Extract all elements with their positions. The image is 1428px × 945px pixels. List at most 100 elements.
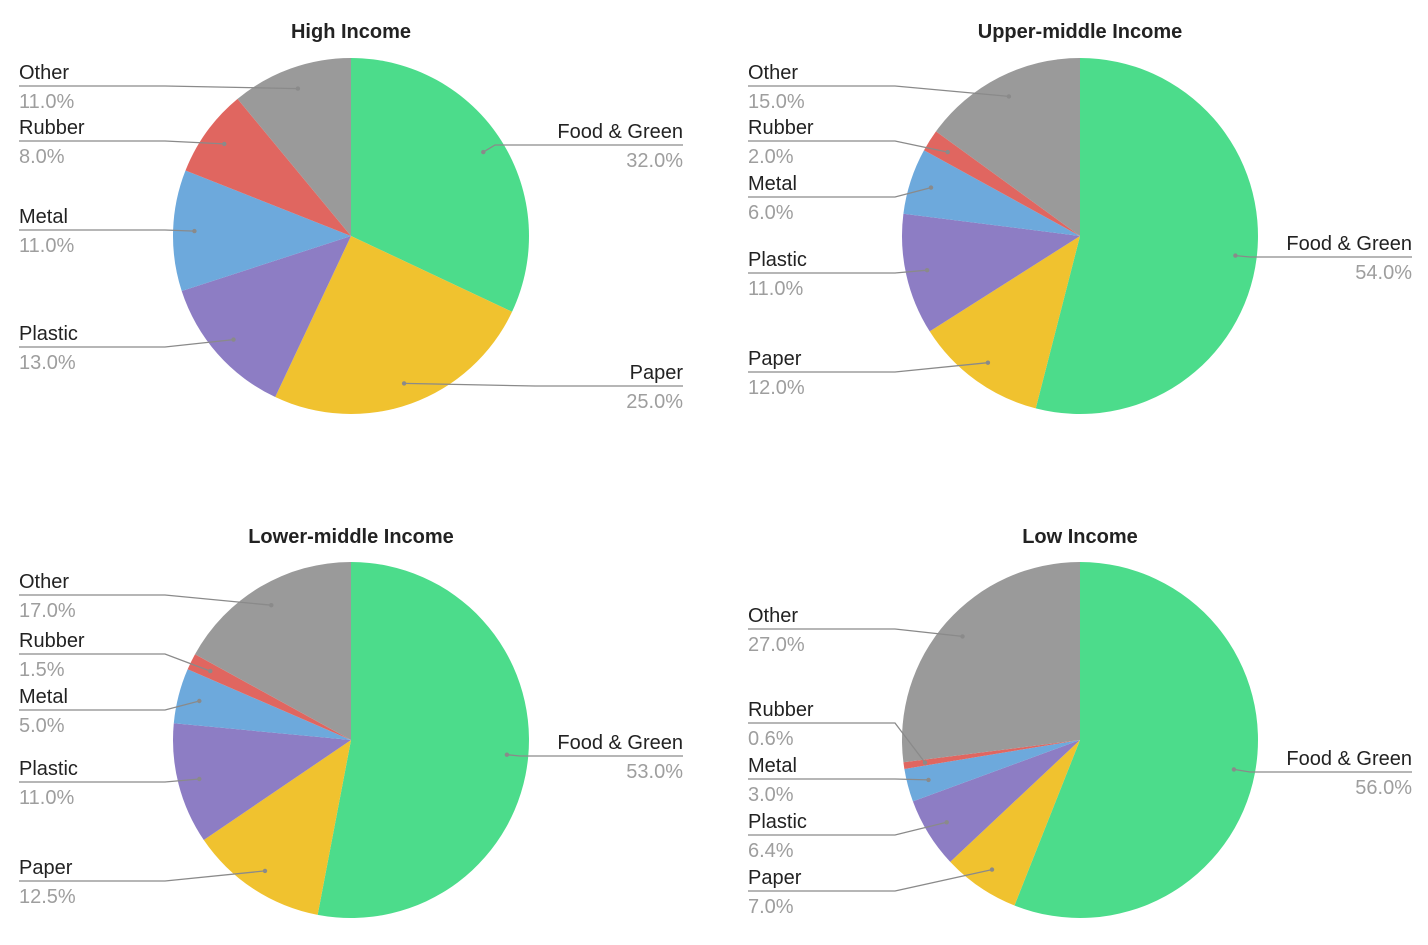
- leader-dot-paper: [262, 868, 268, 874]
- slice-value-food-and-green: 56.0%: [1355, 777, 1412, 799]
- pie-slice-metal: [172, 170, 351, 292]
- leader-line-other: [748, 85, 1009, 98]
- slice-label-rubber: Rubber: [19, 117, 85, 139]
- leader-line-metal: [748, 778, 929, 781]
- pie-slice-other: [901, 562, 1080, 763]
- slice-label-other: Other: [19, 62, 69, 84]
- slice-value-paper: 7.0%: [748, 896, 794, 918]
- leader-line-metal: [19, 700, 200, 711]
- pie-slice-rubber: [187, 654, 351, 740]
- slice-label-rubber: Rubber: [748, 699, 814, 721]
- slice-value-metal: 6.0%: [748, 202, 794, 224]
- slice-label-plastic: Plastic: [19, 758, 78, 780]
- slice-value-other: 27.0%: [748, 634, 805, 656]
- leader-line-paper: [404, 382, 683, 387]
- chart-title: Low Income: [1022, 526, 1138, 548]
- pie-slice-metal: [173, 669, 351, 740]
- leader-dot-plastic: [944, 820, 949, 825]
- leader-dot-rubber: [222, 141, 227, 147]
- leader-dot-metal: [197, 698, 202, 704]
- pie-chart-upper-middle-income: Upper-middle Income Food & Green 54.0% Pape…: [748, 21, 1412, 414]
- leader-dot-food-and-green: [481, 149, 486, 155]
- leader-line-plastic: [748, 269, 928, 274]
- leader-dot-metal: [926, 777, 931, 783]
- slice-value-other: 11.0%: [19, 91, 74, 113]
- pie-slice-food-and-green: [1014, 562, 1258, 918]
- leader-line-plastic: [19, 338, 234, 348]
- slice-label-metal: Metal: [19, 686, 68, 708]
- leader-dot-metal: [928, 185, 934, 190]
- pie-slice-plastic: [912, 740, 1080, 862]
- slice-value-plastic: 13.0%: [19, 352, 76, 374]
- slice-value-rubber: 0.6%: [748, 728, 794, 750]
- leader-line-food-and-green: [506, 754, 683, 757]
- leader-line-other: [19, 594, 272, 606]
- chart-title: High Income: [291, 21, 411, 43]
- slice-label-food-and-green: Food & Green: [557, 121, 683, 143]
- slice-label-rubber: Rubber: [748, 117, 814, 139]
- leader-line-food-and-green: [1235, 254, 1412, 258]
- slice-value-rubber: 1.5%: [19, 659, 65, 681]
- pie-slice-paper: [950, 740, 1080, 906]
- leader-dot-food-and-green: [1233, 253, 1238, 258]
- leader-line-rubber: [19, 140, 225, 145]
- leader-line-paper: [19, 870, 266, 882]
- leader-dot-food-and-green: [504, 752, 510, 757]
- slice-label-paper: Paper: [748, 867, 802, 889]
- leader-line-other: [748, 628, 963, 638]
- leader-line-metal: [748, 186, 932, 198]
- pie-slice-food-and-green: [351, 58, 530, 312]
- pie-chart-low-income: Low Income Food & Green 56.0% Paper 7.0% Plas…: [748, 526, 1412, 918]
- slice-label-other: Other: [748, 62, 798, 84]
- chart-title: Lower-middle Income: [248, 526, 454, 548]
- pie-slice-other: [935, 58, 1080, 236]
- pie-slice-rubber: [185, 98, 351, 236]
- leader-dot-food-and-green: [1231, 767, 1237, 772]
- leader-dot-plastic: [231, 337, 236, 342]
- leader-line-food-and-green: [1233, 768, 1412, 773]
- slice-value-food-and-green: 54.0%: [1355, 262, 1412, 284]
- leader-dot-rubber: [945, 149, 950, 155]
- slice-label-metal: Metal: [748, 755, 797, 777]
- slice-value-other: 15.0%: [748, 91, 805, 113]
- leader-dot-other: [269, 603, 274, 608]
- pie-slice-plastic: [181, 236, 351, 398]
- slice-value-rubber: 2.0%: [748, 146, 794, 168]
- slice-label-food-and-green: Food & Green: [557, 732, 683, 754]
- leader-dot-paper: [989, 867, 995, 872]
- slice-label-plastic: Plastic: [748, 249, 807, 271]
- pie-slice-food-and-green: [317, 562, 529, 918]
- slice-label-metal: Metal: [19, 206, 68, 228]
- slice-value-metal: 11.0%: [19, 235, 74, 257]
- slice-value-food-and-green: 53.0%: [626, 761, 683, 783]
- slice-value-plastic: 6.4%: [748, 840, 794, 862]
- slice-label-paper: Paper: [630, 362, 684, 384]
- slice-label-metal: Metal: [748, 173, 797, 195]
- leader-line-metal: [19, 229, 195, 232]
- pie-slice-rubber: [903, 740, 1080, 769]
- pie-chart-lower-middle-income: Lower-middle Income Food & Green 53.0% Pape…: [19, 526, 683, 918]
- slice-value-other: 17.0%: [19, 600, 76, 622]
- leader-line-rubber: [748, 722, 926, 763]
- slice-value-paper: 12.5%: [19, 886, 76, 908]
- leader-dot-paper: [985, 360, 991, 365]
- slice-label-food-and-green: Food & Green: [1286, 233, 1412, 255]
- slice-label-food-and-green: Food & Green: [1286, 748, 1412, 770]
- slice-value-rubber: 8.0%: [19, 146, 65, 168]
- leader-line-rubber: [748, 140, 948, 153]
- leader-dot-paper: [401, 381, 407, 386]
- slice-label-paper: Paper: [748, 348, 802, 370]
- pie-slice-other: [237, 58, 351, 236]
- leader-dot-other: [960, 634, 965, 639]
- leader-line-plastic: [748, 821, 947, 836]
- leader-dot-plastic: [924, 268, 930, 273]
- pie-slice-metal: [904, 740, 1080, 802]
- pie-slice-metal: [903, 150, 1080, 236]
- pie-slice-paper: [203, 740, 351, 915]
- pie-slice-food-and-green: [1035, 58, 1258, 414]
- leader-line-paper: [748, 868, 993, 892]
- leader-dot-other: [295, 86, 301, 91]
- slice-value-metal: 3.0%: [748, 784, 794, 806]
- leader-dot-plastic: [197, 776, 202, 782]
